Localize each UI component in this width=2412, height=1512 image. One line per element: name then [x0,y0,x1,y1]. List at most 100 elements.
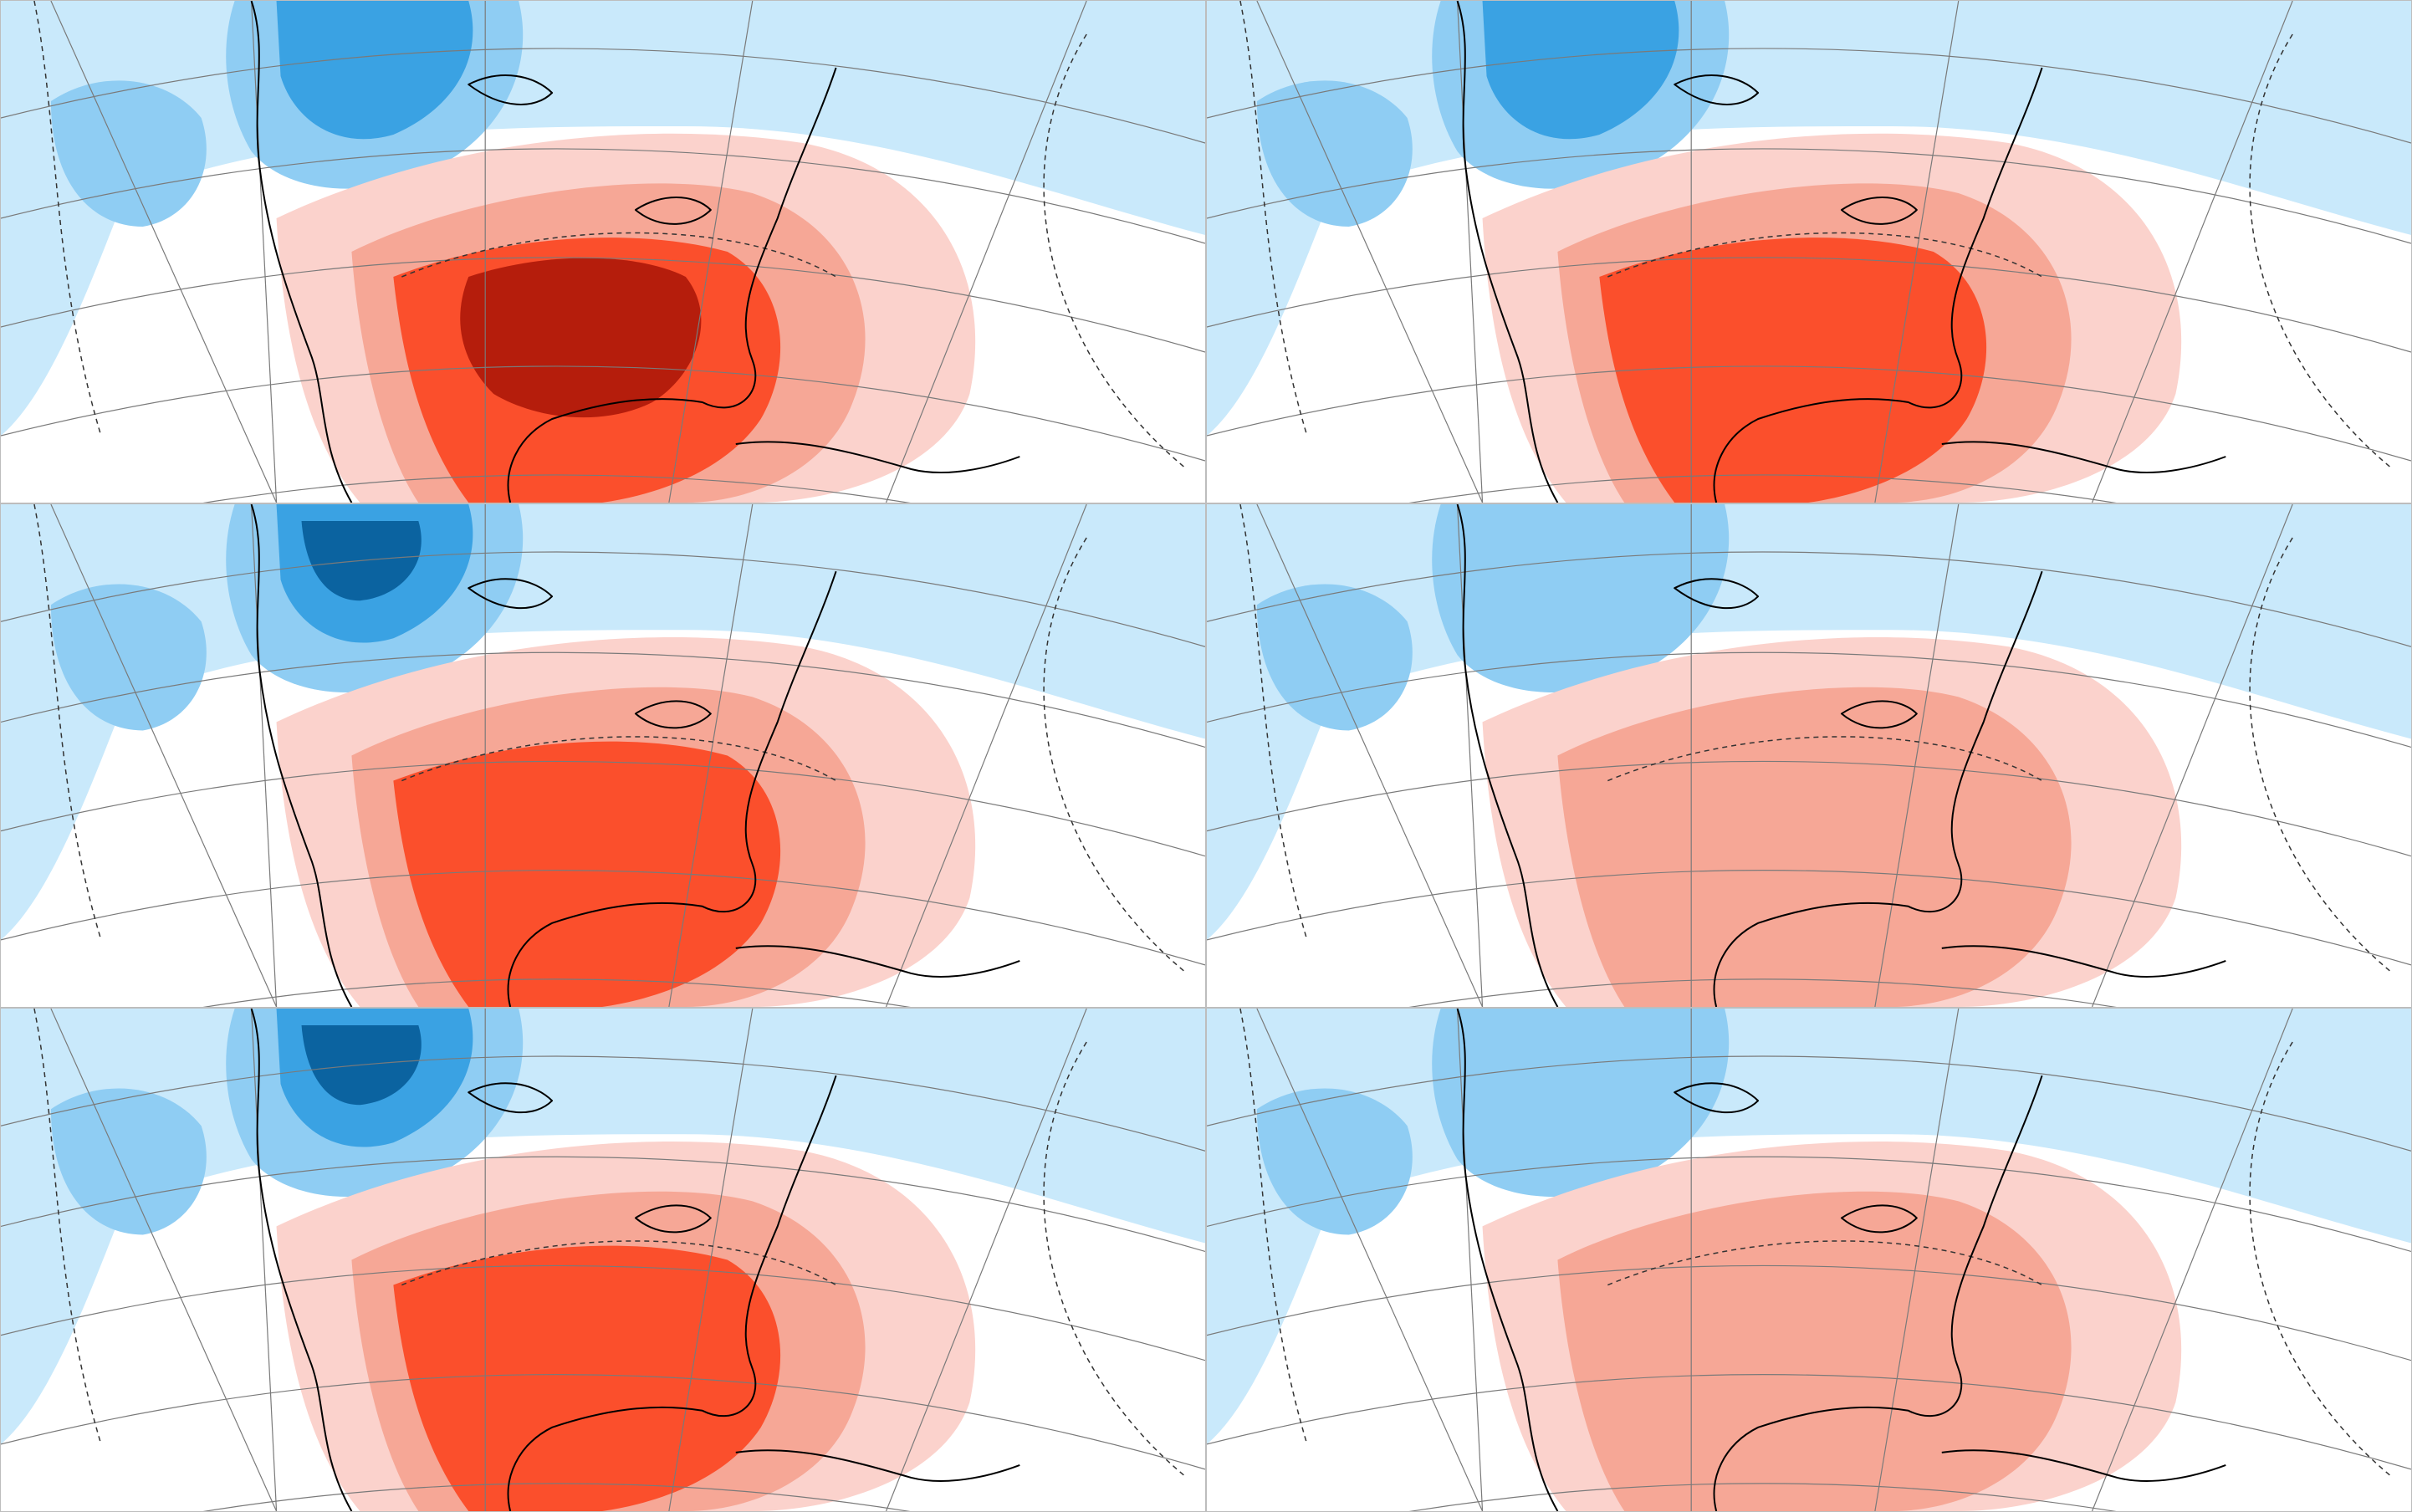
graticule-parallel [1207,48,2411,144]
warm-anomaly-level2 [393,1245,781,1511]
map-panel-row1-right [1206,0,2412,503]
east-gulf-coastline [507,570,837,1007]
graticule-meridian [885,1,1087,503]
caribbean-islands [735,1449,1020,1482]
caribbean-islands [735,945,1020,978]
graticule-parallel [1,1156,1205,1253]
coastlines [1456,1,2226,503]
graticule-meridian [50,1009,278,1511]
great-lakes-outline [1840,1204,1918,1234]
graticule-meridian [2091,1009,2293,1511]
west-coastline [250,1,353,503]
graticule-meridian [1256,504,1484,1007]
cold-anomaly-west [1256,80,1413,227]
cold-anomaly-west [50,584,207,731]
graticule-meridian [668,1,754,503]
dashed-contours [33,1,1188,470]
west-coastline [1456,1,1559,503]
graticule-meridian [250,504,278,1007]
graticule-parallel [202,474,911,503]
cold-anomaly-west [1256,584,1413,731]
graticule-parallel [1,870,1205,966]
cold-anomaly-north-level2 [1482,1,1679,140]
dashed-contour [1043,1041,1188,1479]
graticule [1,504,1205,1007]
graticule-parallel [1408,1483,2117,1511]
cold-anomaly-north-level1 [1432,504,1730,693]
graticule-parallel [1,365,1205,462]
cold-anomaly-north-level1 [1432,1009,1730,1198]
graticule-meridian [668,1009,754,1511]
graticule-parallel [1,1374,1205,1470]
dashed-contours [1239,1009,2394,1479]
warm-anomaly-level2 [393,741,781,1007]
great-lakes-outline [1840,197,1918,225]
coastlines [250,504,1020,1007]
hudson-bay-outline [468,74,554,105]
graticule-meridian [1456,1,1484,503]
graticule-meridian [250,1009,278,1511]
graticule-meridian [1256,1,1484,503]
graticule-meridian [1874,504,1960,1007]
dashed-contour [2249,33,2394,470]
east-gulf-coastline [1713,1075,2043,1511]
graticule-meridian [50,504,278,1007]
graticule-parallel [1207,1374,2411,1470]
graticule [1207,1,2411,503]
warm-anomaly-level3 [460,258,702,418]
caribbean-islands [1941,945,2226,978]
graticule-parallel [1207,870,2411,966]
dashed-contour [1607,1240,2042,1286]
dashed-contours [1239,1,2394,470]
graticule-parallel [1207,551,2411,647]
caribbean-islands [1941,441,2226,473]
east-gulf-coastline [507,1075,837,1511]
great-lakes-outline [634,1204,712,1234]
graticule-meridian [1874,1,1960,503]
cold-anomaly-west [1256,1088,1413,1235]
graticule-parallel [202,1483,911,1511]
graticule-meridian [885,1009,1087,1511]
east-gulf-coastline [507,67,837,503]
dashed-contour [33,504,102,941]
great-lakes-outline [634,700,712,729]
dashed-contour [401,736,836,782]
dashed-contour [1607,736,2042,782]
dashed-contour [1239,1009,1308,1445]
graticule-parallel [1207,651,2411,748]
warm-anomaly-level1 [1557,1191,2072,1511]
dashed-contour [2249,1041,2394,1479]
great-lakes-outline [1840,700,1918,729]
graticule-parallel [1207,365,2411,462]
anomaly-map [1207,504,2411,1007]
dashed-contour [1043,537,1188,974]
anomaly-map [1207,1009,2411,1511]
graticule-meridian [1456,1009,1484,1511]
hudson-bay-outline [468,1082,554,1114]
dashed-contours [33,504,1188,974]
warm-anomaly-level2 [1599,238,1987,503]
graticule-parallel [1408,978,2117,1007]
cold-anomaly-west [50,80,207,227]
graticule [1,1,1205,503]
graticule-parallel [202,978,911,1007]
graticule-meridian [668,504,754,1007]
map-panel-row3-left [0,1008,1206,1512]
graticule-meridian [1874,1009,1960,1511]
anomaly-map [1,1009,1205,1511]
dashed-contour [1607,232,2042,278]
coastlines [250,1009,1020,1511]
coastlines [1456,504,2226,1007]
map-panel-row2-left [0,503,1206,1008]
east-gulf-coastline [1713,570,2043,1007]
anomaly-map [1,504,1205,1007]
dashed-contour [33,1009,102,1445]
map-panel-row3-right [1206,1008,2412,1512]
west-coastline [1456,504,1559,1007]
graticule [1207,504,2411,1007]
dashed-contour [401,232,836,278]
cold-anomaly-west [50,1088,207,1235]
graticule-parallel [1,551,1205,647]
graticule-parallel [1,148,1205,244]
caribbean-islands [735,441,1020,473]
